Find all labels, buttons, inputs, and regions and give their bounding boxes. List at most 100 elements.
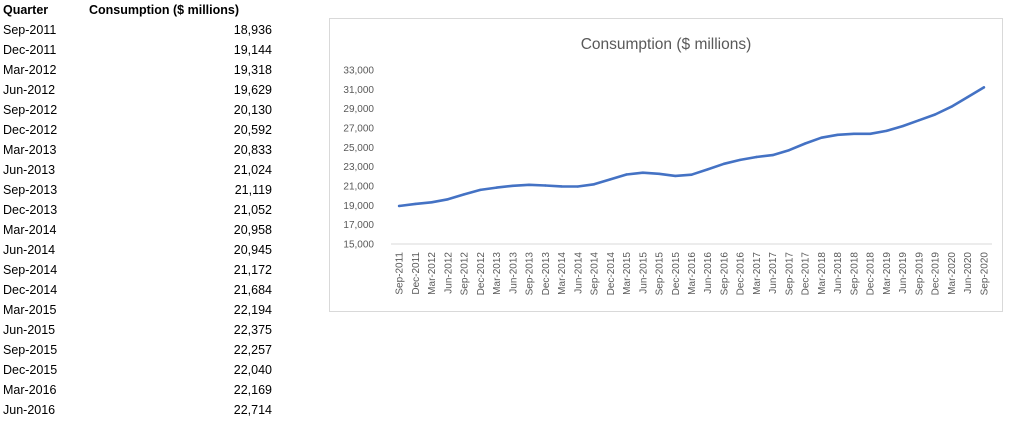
x-tick-label: Mar-2020	[947, 252, 958, 295]
table-row: Sep-2015 22,257	[0, 340, 272, 360]
data-point[interactable]	[430, 201, 433, 204]
data-point[interactable]	[527, 183, 531, 187]
cell-consumption[interactable]: 22,194	[233, 303, 272, 317]
data-point[interactable]	[462, 193, 466, 196]
x-tick-label: Dec-2016	[736, 252, 747, 296]
data-point[interactable]	[479, 188, 482, 192]
data-point[interactable]	[820, 136, 823, 139]
cell-quarter[interactable]: Sep-2012	[3, 103, 58, 117]
x-tick-label: Dec-2017	[801, 252, 812, 296]
x-tick-label: Jun-2015	[638, 252, 649, 294]
data-point[interactable]	[592, 183, 596, 186]
data-point[interactable]	[560, 185, 563, 188]
cell-consumption[interactable]: 22,375	[233, 323, 272, 337]
data-point[interactable]	[446, 198, 450, 201]
data-point[interactable]	[657, 172, 661, 176]
data-point[interactable]	[917, 119, 921, 122]
table-row: Mar-2015 22,194	[0, 300, 272, 320]
x-axis: Sep-2011 Dec-2011 Mar-2012 Jun-2012 Sep-2012…	[395, 252, 991, 296]
cell-consumption[interactable]: 21,024	[233, 163, 272, 177]
cell-quarter[interactable]: Mar-2014	[3, 223, 57, 237]
data-point[interactable]	[966, 95, 969, 99]
header-consumption[interactable]: Consumption ($ millions)	[89, 3, 239, 17]
data-point[interactable]	[771, 153, 774, 157]
cell-quarter[interactable]: Dec-2015	[3, 363, 58, 377]
cell-consumption[interactable]: 19,144	[233, 43, 272, 57]
cell-quarter[interactable]: Sep-2015	[3, 343, 58, 357]
data-point[interactable]	[706, 168, 709, 171]
x-tick-label: Dec-2015	[671, 252, 682, 296]
data-point[interactable]	[868, 132, 872, 135]
data-point[interactable]	[982, 86, 986, 89]
data-point[interactable]	[901, 124, 904, 128]
cell-consumption[interactable]: 20,945	[233, 243, 272, 257]
cell-quarter[interactable]: Dec-2014	[3, 283, 58, 297]
x-tick-label: Sep-2012	[460, 252, 471, 296]
header-quarter[interactable]: Quarter	[3, 3, 49, 17]
cell-quarter[interactable]: Jun-2013	[3, 163, 56, 177]
cell-consumption[interactable]: 22,040	[233, 363, 272, 377]
cell-quarter[interactable]: Sep-2014	[3, 263, 58, 277]
x-tick-label: Jun-2018	[833, 252, 844, 294]
cell-quarter[interactable]: Jun-2016	[3, 403, 56, 417]
data-point[interactable]	[950, 105, 953, 108]
x-tick-label: Jun-2020	[963, 252, 974, 294]
x-tick-label: Mar-2018	[817, 252, 828, 295]
cell-quarter[interactable]: Mar-2016	[3, 383, 57, 397]
cell-consumption[interactable]: 19,318	[233, 63, 272, 77]
cell-quarter[interactable]: Jun-2012	[3, 83, 56, 97]
data-point[interactable]	[414, 202, 417, 206]
data-point[interactable]	[739, 158, 742, 162]
cell-quarter[interactable]: Sep-2011	[3, 23, 57, 37]
data-point[interactable]	[544, 184, 547, 187]
data-point[interactable]	[674, 174, 677, 178]
cell-consumption[interactable]: 20,592	[233, 123, 272, 137]
cell-consumption[interactable]: 21,172	[233, 263, 272, 277]
cell-consumption[interactable]: 21,052	[233, 203, 272, 217]
cell-quarter[interactable]: Mar-2012	[3, 63, 57, 77]
table-row: Dec-2013 21,052	[0, 200, 272, 220]
cell-quarter[interactable]: Jun-2014	[3, 243, 56, 257]
cell-consumption[interactable]: 20,958	[233, 223, 272, 237]
data-point[interactable]	[625, 173, 628, 176]
data-point[interactable]	[495, 186, 498, 189]
x-tick-label: Sep-2013	[525, 252, 536, 296]
cell-quarter[interactable]: Mar-2015	[3, 303, 57, 317]
x-tick-label: Mar-2013	[492, 252, 503, 295]
data-point[interactable]	[755, 155, 758, 159]
data-point[interactable]	[511, 184, 515, 187]
cell-quarter[interactable]: Jun-2015	[3, 323, 56, 337]
data-point[interactable]	[690, 173, 693, 176]
cell-quarter[interactable]: Mar-2013	[3, 143, 57, 157]
chart-container[interactable]: Consumption ($ millions) 15,000 17,000 19,…	[329, 18, 1003, 312]
data-point[interactable]	[852, 132, 856, 135]
data-point[interactable]	[641, 171, 644, 174]
cell-consumption[interactable]: 20,833	[233, 143, 272, 157]
cell-consumption[interactable]: 20,130	[233, 103, 272, 117]
cell-quarter[interactable]: Sep-2013	[3, 183, 58, 197]
cell-consumption[interactable]: 22,257	[233, 343, 272, 357]
data-point[interactable]	[933, 113, 937, 116]
table-row: Dec-2011 19,144	[0, 40, 272, 60]
data-point[interactable]	[787, 149, 791, 152]
x-tick-label: Jun-2014	[573, 252, 584, 294]
data-point[interactable]	[836, 133, 839, 136]
cell-quarter[interactable]: Dec-2012	[3, 123, 58, 137]
cell-consumption[interactable]: 18,936	[233, 23, 272, 37]
data-point[interactable]	[804, 142, 807, 145]
data-point[interactable]	[397, 204, 401, 208]
data-point[interactable]	[609, 178, 612, 181]
table-row: Mar-2014 20,958	[0, 220, 272, 240]
cell-consumption[interactable]: 22,169	[233, 383, 272, 397]
table-header-row: Quarter Consumption ($ millions)	[0, 0, 272, 20]
cell-consumption[interactable]: 21,684	[233, 283, 272, 297]
data-point[interactable]	[722, 162, 726, 165]
cell-consumption[interactable]: 22,714	[233, 403, 272, 417]
cell-quarter[interactable]: Dec-2013	[3, 203, 58, 217]
cell-consumption[interactable]: 21,119	[234, 183, 272, 197]
data-point[interactable]	[885, 129, 888, 133]
data-point[interactable]	[576, 185, 579, 188]
table-row: Dec-2015 22,040	[0, 360, 272, 380]
cell-consumption[interactable]: 19,629	[233, 83, 272, 97]
cell-quarter[interactable]: Dec-2011	[3, 43, 57, 57]
